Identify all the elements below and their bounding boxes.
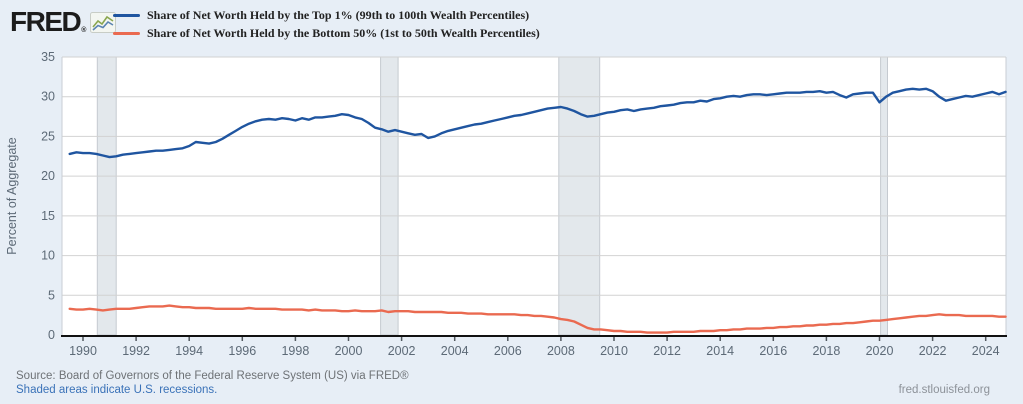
series-line-top1 [68, 87, 1007, 159]
plot-background [62, 57, 1006, 335]
x-axis-label: 2016 [759, 344, 787, 358]
legend-label-bottom50: Share of Net Worth Held by the Bottom 50… [147, 26, 540, 40]
x-axis-label: 2020 [866, 344, 894, 358]
x-axis-label: 2008 [547, 344, 575, 358]
y-axis-label: 0 [48, 328, 55, 342]
x-axis-label: 1992 [122, 344, 150, 358]
x-axis-label: 2002 [388, 344, 416, 358]
registered-mark: ® [81, 27, 87, 34]
y-axis-label: 35 [41, 50, 55, 64]
y-axis-label: 20 [41, 169, 55, 183]
x-axis-label: 1990 [69, 344, 97, 358]
fred-logo-text: FRED [10, 6, 82, 37]
fred-logo[interactable]: FRED ® [10, 6, 117, 38]
series-line-bottom50 [68, 304, 1007, 334]
legend-swatch-top1 [113, 14, 140, 17]
y-axis-label: 30 [41, 90, 55, 104]
chart-footer: Source: Board of Governors of the Federa… [0, 364, 1023, 404]
source-text: Source: Board of Governors of the Federa… [16, 370, 409, 382]
chart-header: FRED ® Share of Net Worth Held by the Top… [0, 0, 1023, 45]
legend-label-top1: Share of Net Worth Held by the Top 1% (9… [147, 8, 530, 22]
y-axis-label: 25 [41, 129, 55, 143]
x-axis-label: 2012 [653, 344, 681, 358]
legend: Share of Net Worth Held by the Top 1% (9… [113, 8, 540, 41]
y-axis-label: 5 [48, 288, 55, 302]
recession-band [96, 56, 117, 336]
x-axis-label: 2018 [812, 344, 840, 358]
x-axis-label: 1996 [228, 344, 256, 358]
recession-band [558, 56, 601, 336]
x-axis-label: 2004 [441, 344, 469, 358]
x-axis-label: 2000 [335, 344, 363, 358]
x-axis-label: 1994 [175, 344, 203, 358]
x-axis-label: 2014 [706, 344, 734, 358]
site-url-text: fred.stlouisfed.org [898, 384, 990, 396]
x-axis-label: 2010 [600, 344, 628, 358]
y-axis-label: 10 [41, 249, 55, 263]
x-axis-label: 2022 [919, 344, 947, 358]
x-axis-label: 2006 [494, 344, 522, 358]
y-axis-title: Percent of Aggregate [5, 137, 19, 254]
legend-item-bottom50: Share of Net Worth Held by the Bottom 50… [113, 26, 540, 41]
recession-band [380, 56, 399, 336]
legend-item-top1: Share of Net Worth Held by the Top 1% (9… [113, 8, 540, 23]
x-axis-label: 1998 [281, 344, 309, 358]
chart-plot: 1990 1992 1994 1996 1998 2000 2002 2004 2006 2008… [5, 50, 1007, 358]
x-axis-label: 2024 [972, 344, 1000, 358]
y-axis-label: 15 [41, 209, 55, 223]
fred-logo-chart-icon [90, 11, 117, 33]
recession-note-link[interactable]: Shaded areas indicate U.S. recessions. [16, 384, 218, 396]
legend-swatch-bottom50 [113, 32, 140, 35]
